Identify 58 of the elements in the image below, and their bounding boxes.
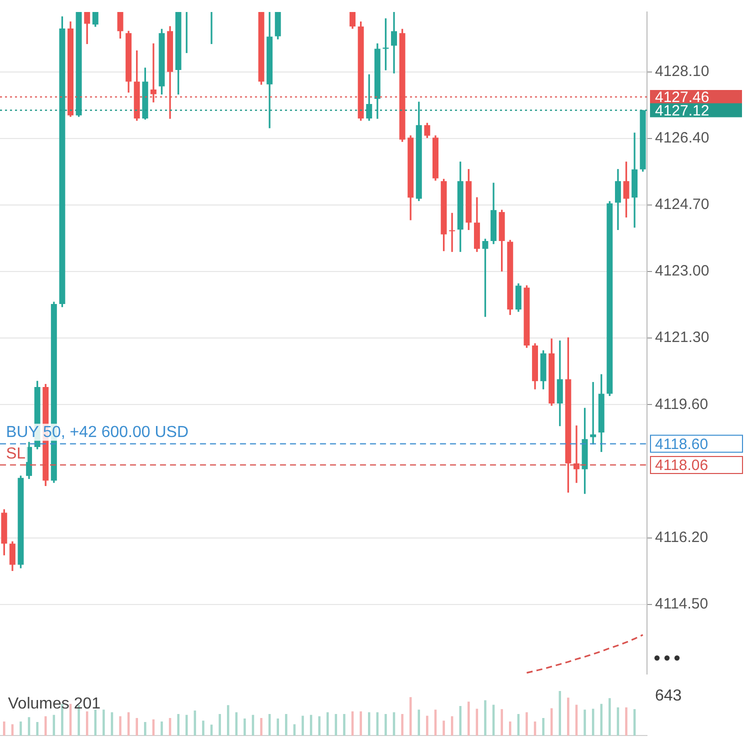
bar	[484, 700, 486, 736]
candlestick	[391, 12, 397, 74]
y-tick-label: 4126.40	[655, 130, 710, 147]
bar	[500, 709, 503, 736]
ref-line-label: BUY 50, +42 600.00 USD	[6, 424, 188, 442]
bar	[459, 706, 462, 736]
bar	[102, 710, 105, 736]
bar	[360, 711, 362, 736]
candlestick	[449, 212, 456, 252]
bar	[144, 722, 146, 736]
bar	[368, 712, 370, 736]
bar	[343, 714, 346, 736]
bar	[584, 710, 586, 736]
text: 643	[655, 687, 682, 704]
bar	[426, 716, 428, 736]
bar	[302, 716, 304, 736]
bar	[177, 714, 180, 736]
bar	[442, 720, 445, 736]
bar	[136, 718, 138, 736]
bar	[186, 714, 188, 736]
bar	[20, 722, 22, 736]
bar	[244, 718, 246, 736]
bar	[600, 704, 603, 736]
bar	[218, 714, 221, 736]
bar	[542, 718, 544, 736]
bar	[318, 716, 320, 736]
line-series	[526, 634, 644, 674]
bar	[625, 707, 628, 736]
bar	[384, 714, 387, 736]
bar	[276, 718, 280, 736]
bar	[567, 698, 570, 736]
text: 4118.60	[655, 436, 708, 453]
y-tick-label: 4128.10	[655, 63, 710, 80]
bar	[202, 720, 204, 736]
text: 4118.06	[655, 457, 708, 474]
bar	[119, 716, 122, 736]
y-tick-label: 4114.50	[655, 595, 708, 612]
bar	[36, 722, 38, 736]
bar	[509, 722, 512, 736]
y-tick-label: 4124.70	[655, 196, 710, 214]
chart-title: Volumes 201	[8, 695, 101, 712]
bar	[526, 712, 528, 736]
bar	[160, 722, 163, 736]
bar	[608, 698, 611, 736]
bar	[285, 714, 288, 736]
bar	[3, 722, 6, 736]
bar	[468, 702, 470, 736]
y-tick-label: 4123.00	[655, 262, 710, 280]
bar	[326, 712, 329, 736]
bar	[401, 714, 404, 736]
y-tick-label: 4119.60	[655, 396, 708, 413]
bar	[260, 718, 262, 736]
candlestick	[150, 43, 156, 102]
candlestick	[574, 425, 580, 483]
bar	[44, 716, 47, 736]
y-tick-label: 4116.20	[655, 528, 708, 546]
ref-line-label: SL	[6, 445, 26, 462]
y-tick-label: 4121.30	[655, 329, 710, 346]
